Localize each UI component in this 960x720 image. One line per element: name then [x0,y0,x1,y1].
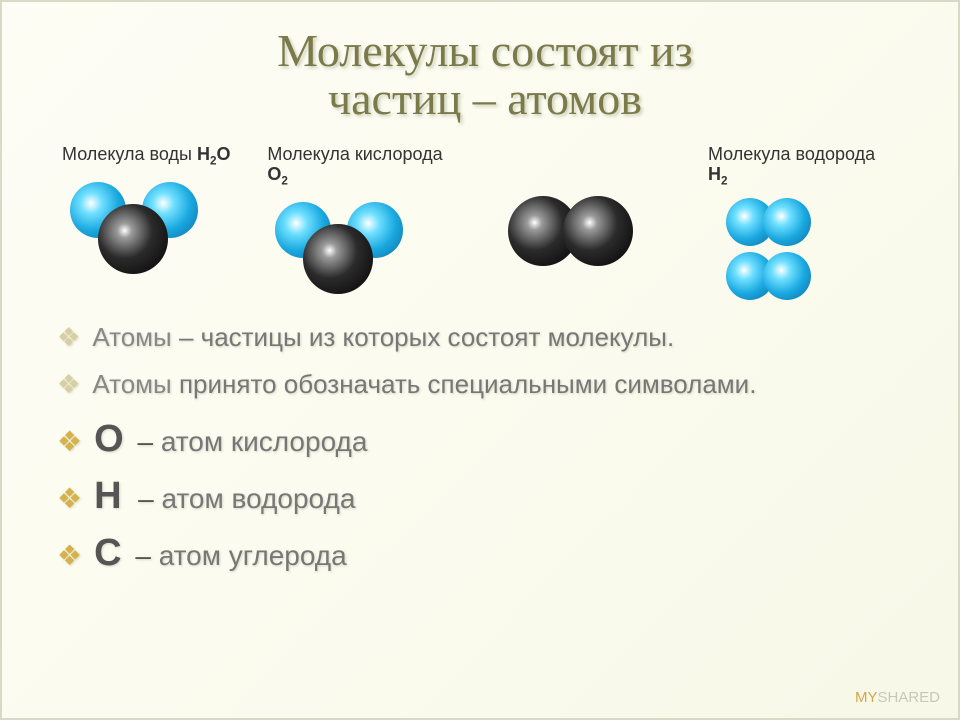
formula-h2o: H2O [197,144,231,164]
symbol-c: C [94,532,121,574]
watermark-prefix: MY [855,689,878,706]
bullet-rest: – частицы из которых состоят молекулы. [172,322,674,352]
bullet-rest: атом кислорода [161,426,368,457]
bullet-marker-icon: ❖ [57,425,82,458]
bullet-text: C – атом углерода [94,532,347,575]
bullet-rest: атом углерода [159,540,347,571]
water-diagram-1 [62,174,212,274]
oxygen-atom-icon [563,196,633,266]
bullet-lead: Атомы [92,322,171,352]
molecule-o2-diagram-block [503,144,673,276]
symbol-h: H [94,475,132,517]
bullet-rest: атом водорода [161,483,355,514]
molecule-hydrogen-block: Молекула водородаH2 [708,144,908,305]
oxygen-diagram [503,186,663,276]
bullet-dash: – [138,483,161,514]
bullet-marker-icon: ❖ [57,322,80,353]
bullet-item-3: ❖ O – атом кислорода [57,418,913,461]
watermark: MYSHARED [855,689,940,706]
bullet-list: ❖ Атомы – частицы из которых состоят мол… [57,322,913,575]
symbol-o: O [94,418,124,460]
bullet-text: H – атом водорода [94,475,355,518]
bullet-marker-icon: ❖ [57,369,80,400]
molecule-row: Молекула воды H2O Молекула кислородаO2 [57,144,913,305]
hydrogen-diagram [708,194,858,304]
bullet-item-4: ❖ H – атом водорода [57,475,913,518]
bullet-rest: принято обозначать специальными символам… [172,369,757,399]
molecule-water-label: Молекула воды H2O [62,144,230,168]
molecule-oxygen-label: Молекула кислородаO2 [267,144,442,189]
label-text: Молекула кислорода [267,144,442,164]
oxygen-atom-icon [303,224,373,294]
water-diagram-2 [267,194,417,294]
formula-h2: H2 [708,164,728,184]
title-line2: частиц – атомов [57,75,913,123]
label-text: Молекула водорода [708,144,875,164]
slide: Молекулы состоят из частиц – атомов Моле… [0,0,960,720]
oxygen-atom-icon [98,204,168,274]
label-text: Молекула воды [62,144,197,164]
bullet-dash: – [130,426,161,457]
bullet-text: Атомы принято обозначать специальными си… [92,369,756,400]
formula-o2: O2 [267,164,288,184]
watermark-rest: SHARED [877,689,940,706]
bullet-item-5: ❖ C – атом углерода [57,532,913,575]
title-line1: Молекулы состоят из [57,27,913,75]
molecule-hydrogen-label: Молекула водородаH2 [708,144,875,189]
bullet-item-2: ❖ Атомы принято обозначать специальными … [57,369,913,400]
bullet-text: O – атом кислорода [94,418,367,461]
molecule-water-1: Молекула воды H2O [62,144,232,274]
hydrogen-atom-icon [763,252,811,300]
bullet-lead: Атомы [92,369,171,399]
bullet-marker-icon: ❖ [57,482,82,515]
bullet-text: Атомы – частицы из которых состоят молек… [92,322,674,353]
molecule-oxygen-block: Молекула кислородаO2 [267,144,467,295]
slide-title: Молекулы состоят из частиц – атомов [57,27,913,124]
hydrogen-atom-icon [763,198,811,246]
bullet-marker-icon: ❖ [57,539,82,572]
bullet-dash: – [128,540,159,571]
bullet-item-1: ❖ Атомы – частицы из которых состоят мол… [57,322,913,353]
